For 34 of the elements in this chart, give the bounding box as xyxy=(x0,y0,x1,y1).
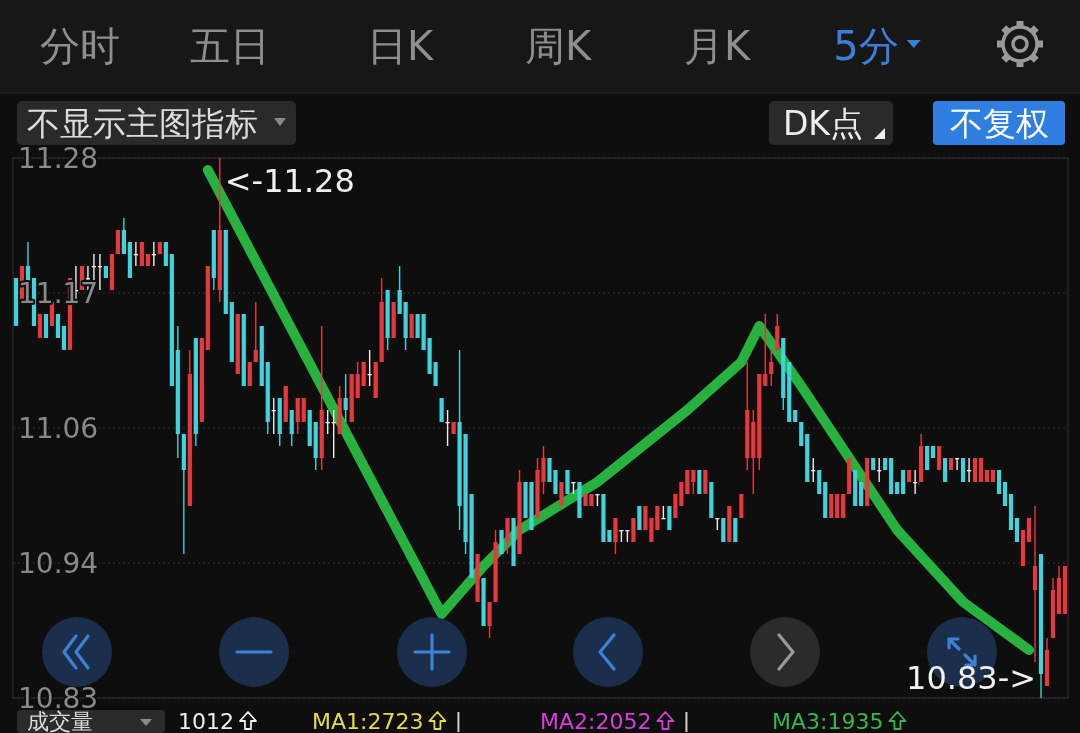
candlestick xyxy=(397,265,402,315)
text: DK点 xyxy=(782,104,864,143)
candlestick xyxy=(691,469,696,495)
candlestick xyxy=(295,397,300,435)
candlestick xyxy=(121,217,126,255)
text: 周K xyxy=(524,23,593,69)
y-tick-label: 10.94 xyxy=(18,547,99,580)
y-tick-label: 11.06 xyxy=(18,412,99,445)
text: MA3:1935 xyxy=(772,709,884,733)
candlestick xyxy=(769,349,774,387)
text: 1012 xyxy=(178,709,234,733)
text: MA1:2723 xyxy=(312,709,424,733)
text: 不显示主图指标 xyxy=(27,104,258,143)
text: 月K xyxy=(683,23,752,69)
candlestick xyxy=(763,313,768,387)
text: 不复权 xyxy=(949,104,1049,143)
candlestick xyxy=(613,517,618,555)
candlestick xyxy=(343,373,348,423)
text: 五日 xyxy=(190,23,270,69)
candlestick xyxy=(505,517,510,555)
candlestick xyxy=(775,313,780,351)
text: 分时 xyxy=(40,23,120,69)
candlestick xyxy=(355,361,360,399)
annotation: 10.83-> xyxy=(906,659,1037,697)
y-tick-label: 11.28 xyxy=(18,142,99,175)
candlestick xyxy=(1032,505,1038,663)
candlestick xyxy=(253,301,258,363)
annotation: <-11.28 xyxy=(224,162,355,200)
candlestick xyxy=(487,601,492,639)
text: MA2:2052 xyxy=(540,709,652,733)
text: 日K xyxy=(366,23,435,69)
candlestick xyxy=(289,409,294,447)
text: 5分 xyxy=(833,23,899,69)
candlestick xyxy=(445,409,450,447)
